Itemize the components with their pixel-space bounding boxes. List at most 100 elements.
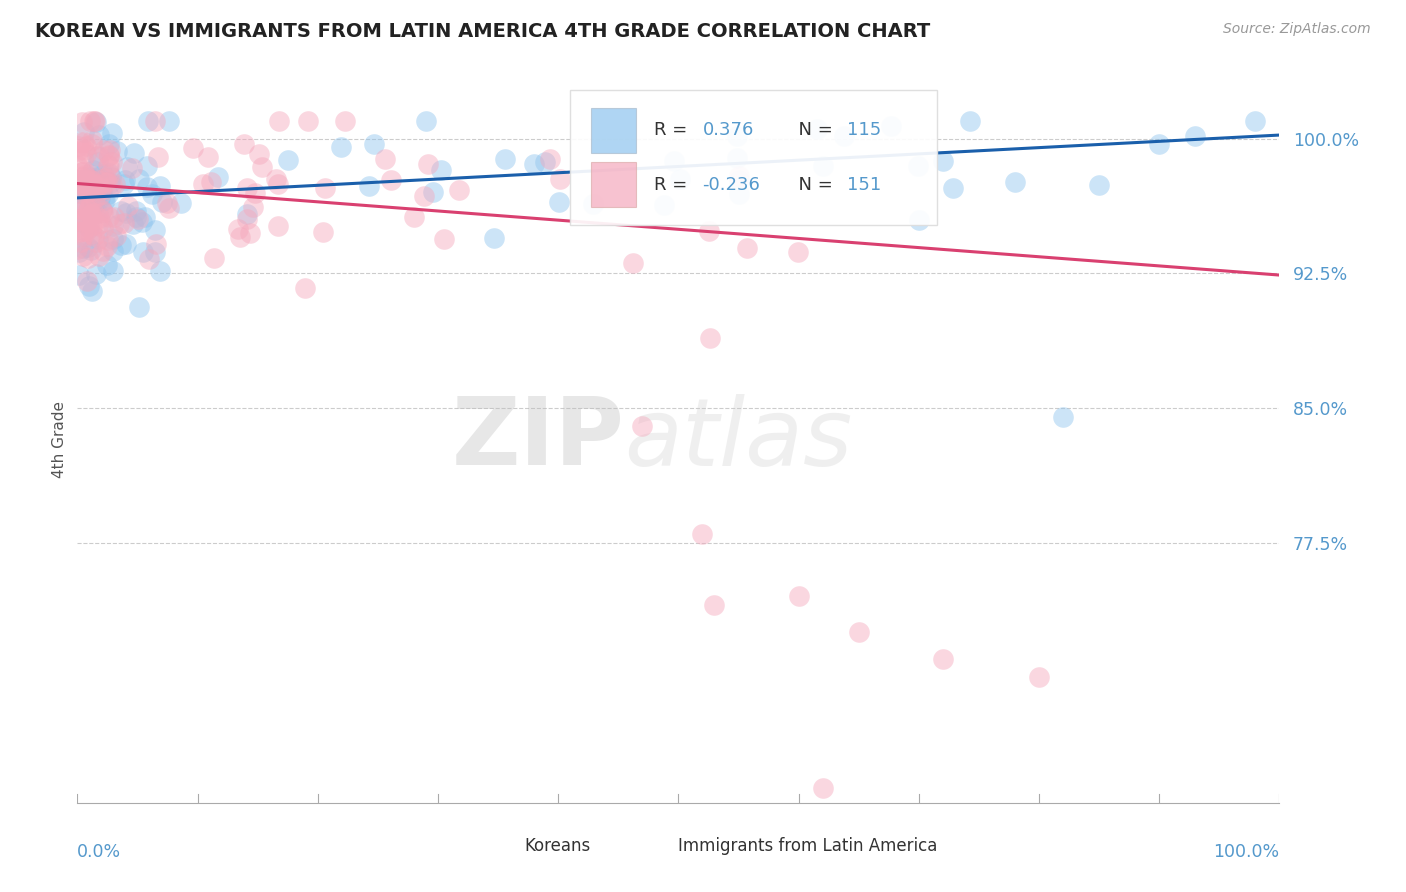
Point bbox=[1149, 136, 1171, 151]
Point bbox=[70, 196, 93, 211]
Point bbox=[98, 176, 121, 190]
Point bbox=[125, 203, 148, 218]
Point bbox=[103, 210, 125, 224]
Point bbox=[67, 201, 90, 215]
Point bbox=[67, 225, 90, 239]
Point bbox=[91, 202, 114, 217]
Point bbox=[67, 183, 90, 197]
Point bbox=[76, 178, 98, 193]
Point bbox=[72, 224, 94, 238]
Point bbox=[70, 235, 93, 249]
Point bbox=[294, 281, 316, 295]
Point bbox=[90, 180, 112, 194]
Point bbox=[1004, 175, 1026, 189]
Point bbox=[84, 185, 107, 199]
Point bbox=[662, 154, 685, 169]
Point bbox=[413, 189, 436, 203]
Point bbox=[91, 205, 114, 219]
FancyBboxPatch shape bbox=[591, 162, 637, 208]
Point bbox=[226, 221, 249, 235]
Point bbox=[70, 114, 93, 128]
Point bbox=[77, 220, 100, 235]
Point bbox=[202, 251, 225, 265]
FancyBboxPatch shape bbox=[640, 838, 671, 860]
Point bbox=[69, 193, 91, 207]
Point bbox=[84, 191, 107, 205]
Point bbox=[87, 218, 110, 232]
Point bbox=[692, 526, 714, 541]
Point bbox=[86, 149, 108, 163]
Point bbox=[72, 215, 94, 229]
Text: N =: N = bbox=[786, 176, 838, 194]
Point bbox=[82, 162, 104, 177]
Point bbox=[87, 155, 110, 169]
Point bbox=[72, 240, 94, 254]
Point bbox=[98, 168, 121, 182]
Point bbox=[1088, 178, 1111, 192]
Point bbox=[94, 176, 117, 190]
Point bbox=[94, 171, 117, 186]
Point bbox=[117, 199, 139, 213]
Point bbox=[114, 206, 136, 220]
Point bbox=[932, 153, 955, 168]
Point bbox=[107, 217, 129, 231]
Point bbox=[87, 177, 110, 191]
Point bbox=[100, 169, 122, 184]
Point bbox=[84, 191, 107, 205]
FancyBboxPatch shape bbox=[571, 90, 936, 225]
Point bbox=[907, 159, 929, 173]
Point bbox=[243, 186, 266, 200]
Point bbox=[76, 175, 98, 189]
Point bbox=[121, 161, 143, 175]
Point bbox=[150, 195, 173, 210]
Text: -0.236: -0.236 bbox=[703, 176, 761, 194]
Point bbox=[87, 149, 110, 163]
Point bbox=[132, 245, 155, 260]
Point bbox=[100, 143, 122, 157]
Point bbox=[112, 216, 135, 230]
Point bbox=[77, 251, 100, 265]
Point bbox=[96, 239, 118, 253]
Point bbox=[138, 252, 160, 266]
Point bbox=[239, 226, 262, 240]
Point bbox=[98, 166, 121, 180]
Point bbox=[110, 204, 132, 219]
Point bbox=[82, 180, 104, 194]
Point bbox=[114, 172, 136, 186]
Point bbox=[110, 237, 132, 252]
Point bbox=[834, 129, 856, 144]
Point bbox=[422, 186, 444, 200]
Point bbox=[197, 150, 219, 164]
Point bbox=[70, 178, 93, 193]
Point bbox=[97, 186, 120, 201]
Point bbox=[104, 229, 127, 244]
Point bbox=[848, 625, 870, 640]
Text: atlas: atlas bbox=[624, 393, 852, 485]
Point bbox=[69, 173, 91, 187]
Point bbox=[277, 153, 299, 167]
Point bbox=[76, 183, 98, 197]
Point bbox=[932, 652, 955, 666]
Point bbox=[236, 181, 259, 195]
Point bbox=[447, 183, 470, 197]
Point bbox=[67, 245, 90, 260]
Point bbox=[77, 240, 100, 254]
Point bbox=[67, 173, 90, 187]
Point bbox=[297, 113, 319, 128]
Point bbox=[229, 230, 252, 244]
Point bbox=[87, 173, 110, 187]
Point bbox=[125, 211, 148, 225]
Point bbox=[75, 138, 97, 153]
Point bbox=[128, 300, 150, 314]
Point bbox=[84, 267, 107, 281]
Point bbox=[811, 781, 834, 796]
Point bbox=[621, 255, 644, 269]
Point bbox=[143, 223, 166, 237]
Point bbox=[115, 161, 138, 175]
Point bbox=[582, 197, 605, 211]
Point bbox=[735, 241, 758, 255]
Point bbox=[83, 229, 105, 244]
Point bbox=[67, 186, 90, 200]
Point bbox=[69, 135, 91, 149]
Point bbox=[80, 132, 103, 146]
